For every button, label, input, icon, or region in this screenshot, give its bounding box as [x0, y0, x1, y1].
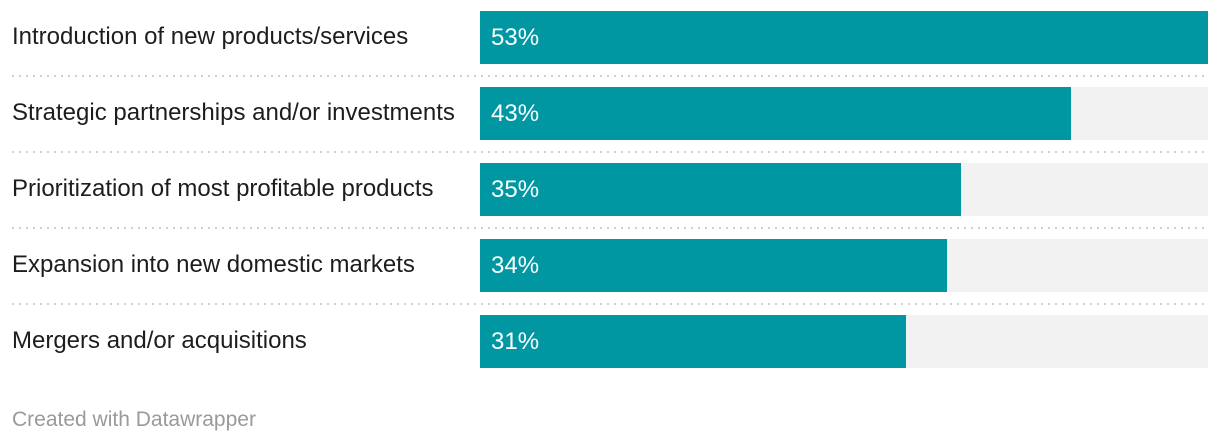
bar-value-label-2: 43% [491, 99, 540, 127]
dotted-line [12, 226, 1208, 229]
bar-track-4: 34% [480, 239, 1208, 292]
bar-track-1: 53% [480, 11, 1208, 64]
category-label-4: Expansion into new domestic markets [12, 252, 415, 279]
category-label-3: Prioritization of most profitable produc… [12, 176, 434, 203]
bar-track-2: 43% [480, 87, 1208, 140]
bar-3: 35% [480, 163, 961, 216]
bar-1: 53% [480, 11, 1208, 64]
bar-track-5: 31% [480, 315, 1208, 368]
bar-value-label-1: 53% [491, 23, 540, 51]
row-separator-1 [12, 64, 1208, 87]
bar-row-4: Expansion into new domestic markets 34% [12, 239, 1208, 292]
bar-4: 34% [480, 239, 948, 292]
bar-value-label-3: 35% [491, 175, 540, 203]
bar-2: 43% [480, 87, 1071, 140]
bar-row-1: Introduction of new products/services 53… [12, 11, 1208, 64]
chart-footer: Created with Datawrapper [0, 368, 1220, 432]
row-separator-2 [12, 140, 1208, 163]
category-label-5: Mergers and/or acquisitions [12, 328, 307, 355]
datawrapper-attribution-link[interactable]: Created with Datawrapper [12, 408, 256, 431]
row-separator-4 [12, 292, 1208, 315]
row-separator-3 [12, 216, 1208, 239]
bar-5: 31% [480, 315, 906, 368]
bar-track-3: 35% [480, 163, 1208, 216]
bar-row-2: Strategic partnerships and/or investment… [12, 87, 1208, 140]
dotted-line [12, 150, 1208, 153]
dotted-line [12, 302, 1208, 305]
bar-value-label-5: 31% [491, 327, 540, 355]
dotted-line [12, 74, 1208, 77]
bar-row-5: Mergers and/or acquisitions 31% [12, 315, 1208, 368]
bar-value-label-4: 34% [491, 251, 540, 279]
bar-row-3: Prioritization of most profitable produc… [12, 163, 1208, 216]
category-label-2: Strategic partnerships and/or investment… [12, 100, 455, 127]
bar-chart: Introduction of new products/services 53… [12, 11, 1208, 368]
category-label-1: Introduction of new products/services [12, 24, 409, 51]
